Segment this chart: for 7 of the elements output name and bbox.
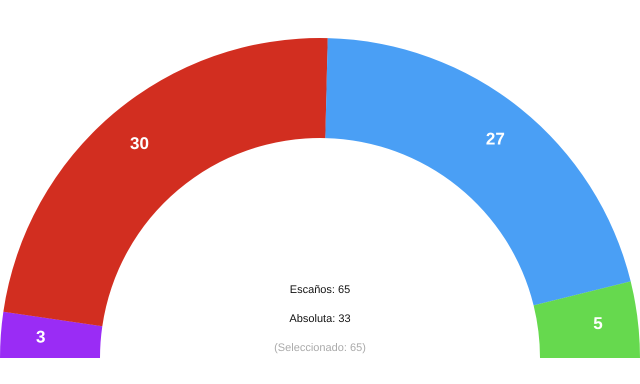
text: Escaños: 65 [290, 284, 350, 296]
data-label: 27 [486, 130, 505, 149]
text: Absoluta: 33 [289, 313, 351, 325]
data-label: 3 [36, 328, 46, 347]
text: (Seleccionado: 65) [274, 342, 366, 354]
data-label: 30 [130, 134, 149, 153]
data-label: 5 [593, 314, 603, 334]
